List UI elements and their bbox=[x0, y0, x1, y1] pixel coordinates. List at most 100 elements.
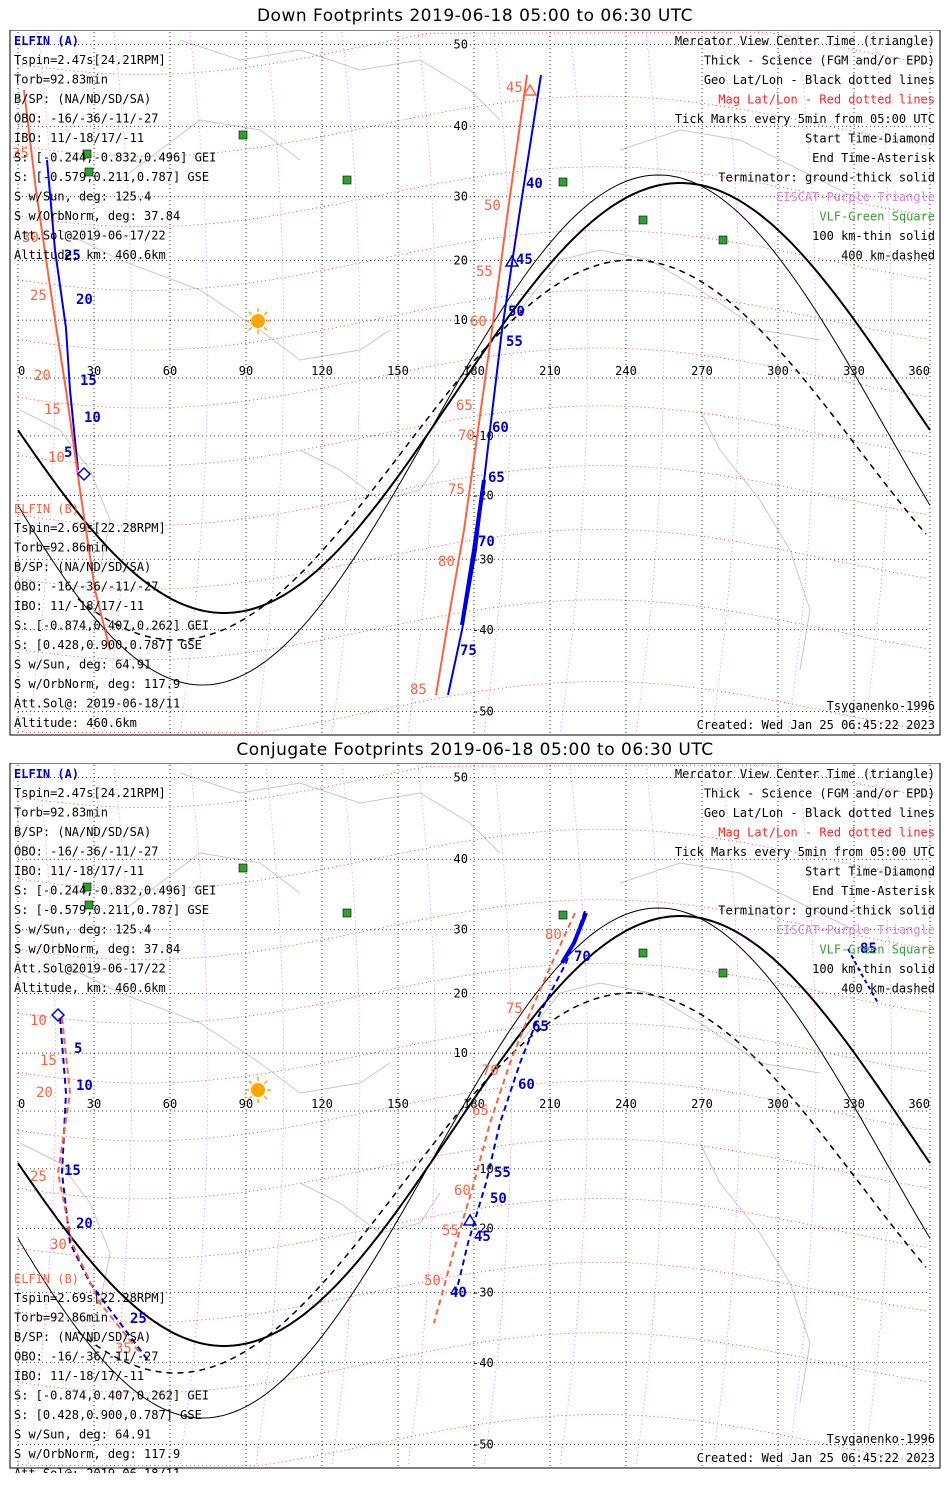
mag-meridian bbox=[331, 764, 361, 1467]
mag-tick-label: 70 bbox=[458, 428, 475, 444]
elfin-b-info: Att.Sol@: 2019-06-18/11 bbox=[14, 1467, 180, 1474]
mag-tick-label: 85 bbox=[410, 682, 427, 698]
lon-tick-label: 330 bbox=[843, 364, 865, 378]
mag-meridian bbox=[179, 764, 209, 1467]
mag-tick-label: 65 bbox=[456, 398, 473, 414]
coastline bbox=[179, 39, 501, 121]
legend-entry: Tick Marks every 5min from 05:00 UTC bbox=[675, 845, 935, 859]
mag-parallel bbox=[17, 405, 929, 467]
vlf-square bbox=[342, 175, 352, 185]
sun-icon bbox=[251, 314, 265, 328]
track-b-extra bbox=[847, 948, 879, 1004]
mag-parallel bbox=[17, 289, 929, 351]
mag-meridian bbox=[407, 31, 437, 734]
lon-tick-label: 330 bbox=[843, 1097, 865, 1111]
track-tick-label: 15 bbox=[64, 1163, 81, 1179]
center-triangle bbox=[504, 254, 520, 267]
elfin-a-info: Torb=92.83min bbox=[14, 806, 108, 820]
elfin-a-info: S: [-0.579,0.211,0.787] GSE bbox=[14, 170, 209, 184]
mag-parallel bbox=[17, 899, 929, 961]
mag-meridian bbox=[407, 764, 437, 1467]
elfin-b-info: Altitude: 460.6km bbox=[14, 716, 137, 730]
map-plot: 0 30 60 90 120 150 180 210 240 270 300 330 360504030… bbox=[9, 763, 941, 1474]
vlf-square bbox=[558, 910, 568, 920]
vlf-square bbox=[82, 882, 92, 892]
elfin-b-info: IBO: 11/-18/17/-11 bbox=[14, 1369, 144, 1383]
sun-ray bbox=[263, 1080, 268, 1085]
mag-tick-label: 20 bbox=[36, 1085, 53, 1101]
start-diamond bbox=[76, 466, 92, 482]
mag-parallel bbox=[17, 1414, 929, 1467]
elfin-b-info: OBO: -16/-36/-11/-27 bbox=[14, 1350, 159, 1364]
legend-entry: Terminator: ground-thick solid bbox=[718, 904, 935, 918]
coastline bbox=[519, 982, 821, 1074]
legend-entry: Start Time-Diamond bbox=[805, 865, 935, 879]
vlf-square bbox=[84, 167, 94, 177]
mag-parallel bbox=[17, 599, 929, 661]
mag-meridian bbox=[559, 764, 589, 1467]
mag-tick-label: 70 bbox=[482, 1063, 499, 1079]
mag-tick-label: 30 bbox=[22, 230, 39, 246]
mag-tick-label: 60 bbox=[470, 314, 487, 330]
lat-tick-label: 10 bbox=[454, 313, 468, 327]
lon-tick-label: 60 bbox=[163, 364, 177, 378]
coastline bbox=[19, 1142, 111, 1304]
elfin-b-info: B/SP: (NA/ND/SD/SA) bbox=[14, 560, 151, 574]
mag-tick-label: 15 bbox=[44, 402, 61, 418]
sun-ray bbox=[263, 311, 268, 316]
elfin-b-info: OBO: -16/-36/-11/-27 bbox=[14, 580, 159, 594]
legend-entry: VLF-Green Square bbox=[819, 943, 935, 957]
vlf-square bbox=[638, 948, 648, 958]
coastline bbox=[179, 772, 501, 854]
coastline bbox=[59, 962, 391, 1094]
model-label: Tsyganenko-1996 bbox=[827, 1432, 935, 1446]
down-footprints-panel: Down Footprints 2019-06-18 05:00 to 06:3… bbox=[0, 0, 950, 745]
elfin-a-info: S: [-0.244,-0.832,0.496] GEI bbox=[14, 884, 216, 898]
track-tick-label: 60 bbox=[518, 1077, 535, 1093]
lat-tick-label: 20 bbox=[454, 253, 468, 267]
track-tick-label: 25 bbox=[64, 248, 81, 264]
track-a-mag bbox=[23, 89, 111, 651]
coastline bbox=[59, 229, 391, 361]
track-tick-label: 65 bbox=[532, 1019, 549, 1035]
legend-entry: Tick Marks every 5min from 05:00 UTC bbox=[675, 112, 935, 126]
vlf-square bbox=[718, 968, 728, 978]
track-tick-label: 55 bbox=[494, 1165, 511, 1181]
terminator-400km bbox=[77, 259, 927, 641]
mag-tick-label: 75 bbox=[448, 482, 465, 498]
elfin-b-info: S w/OrbNorm, deg: 117.9 bbox=[14, 1447, 180, 1461]
legend-entry: Mag Lat/Lon - Red dotted lines bbox=[718, 826, 935, 840]
mag-tick-label: 20 bbox=[34, 368, 51, 384]
mag-meridian bbox=[559, 31, 589, 734]
coastline bbox=[699, 409, 811, 671]
track-tick-label: 20 bbox=[76, 292, 93, 308]
track-tick-label: 70 bbox=[478, 534, 495, 550]
lat-tick-label: 50 bbox=[454, 770, 468, 784]
mag-parallel bbox=[17, 1332, 929, 1394]
terminator-100km bbox=[17, 174, 931, 686]
legend-entry: 400 km-dashed bbox=[841, 982, 935, 996]
elfin-b-info: Torb=92.86min bbox=[14, 1311, 108, 1325]
lon-tick-label: 90 bbox=[239, 364, 253, 378]
mag-tick-label: 50 bbox=[484, 198, 501, 214]
legend-entry: Start Time-Diamond bbox=[805, 132, 935, 146]
legend-entry: EISCAT-Purple Triangle bbox=[776, 190, 935, 204]
plot-frame bbox=[9, 763, 941, 1469]
mag-parallel bbox=[17, 1261, 929, 1323]
elfin-b-info: B/SP: (NA/ND/SD/SA) bbox=[14, 1330, 151, 1344]
mag-tick-label: 15 bbox=[40, 1053, 57, 1069]
lat-tick-label: 40 bbox=[454, 852, 468, 866]
lon-tick-label: 300 bbox=[767, 1097, 789, 1111]
track-b-science bbox=[560, 912, 588, 965]
mag-tick-label: 65 bbox=[472, 1103, 489, 1119]
lat-tick-label: 20 bbox=[454, 986, 468, 1000]
track-tick-label: 45 bbox=[474, 1229, 491, 1245]
elfin-a-info: Att.Sol@2019-06-17/22 bbox=[14, 229, 166, 243]
elfin-a-info: S: [-0.244,-0.832,0.496] GEI bbox=[14, 151, 216, 165]
mag-parallel bbox=[17, 1198, 929, 1259]
track-tick-label: 55 bbox=[506, 334, 523, 350]
mag-tick-label: 50 bbox=[424, 1273, 441, 1289]
sun-ray bbox=[248, 1080, 253, 1085]
lat-tick-label: 50 bbox=[454, 37, 468, 51]
mag-parallel bbox=[17, 1080, 929, 1142]
